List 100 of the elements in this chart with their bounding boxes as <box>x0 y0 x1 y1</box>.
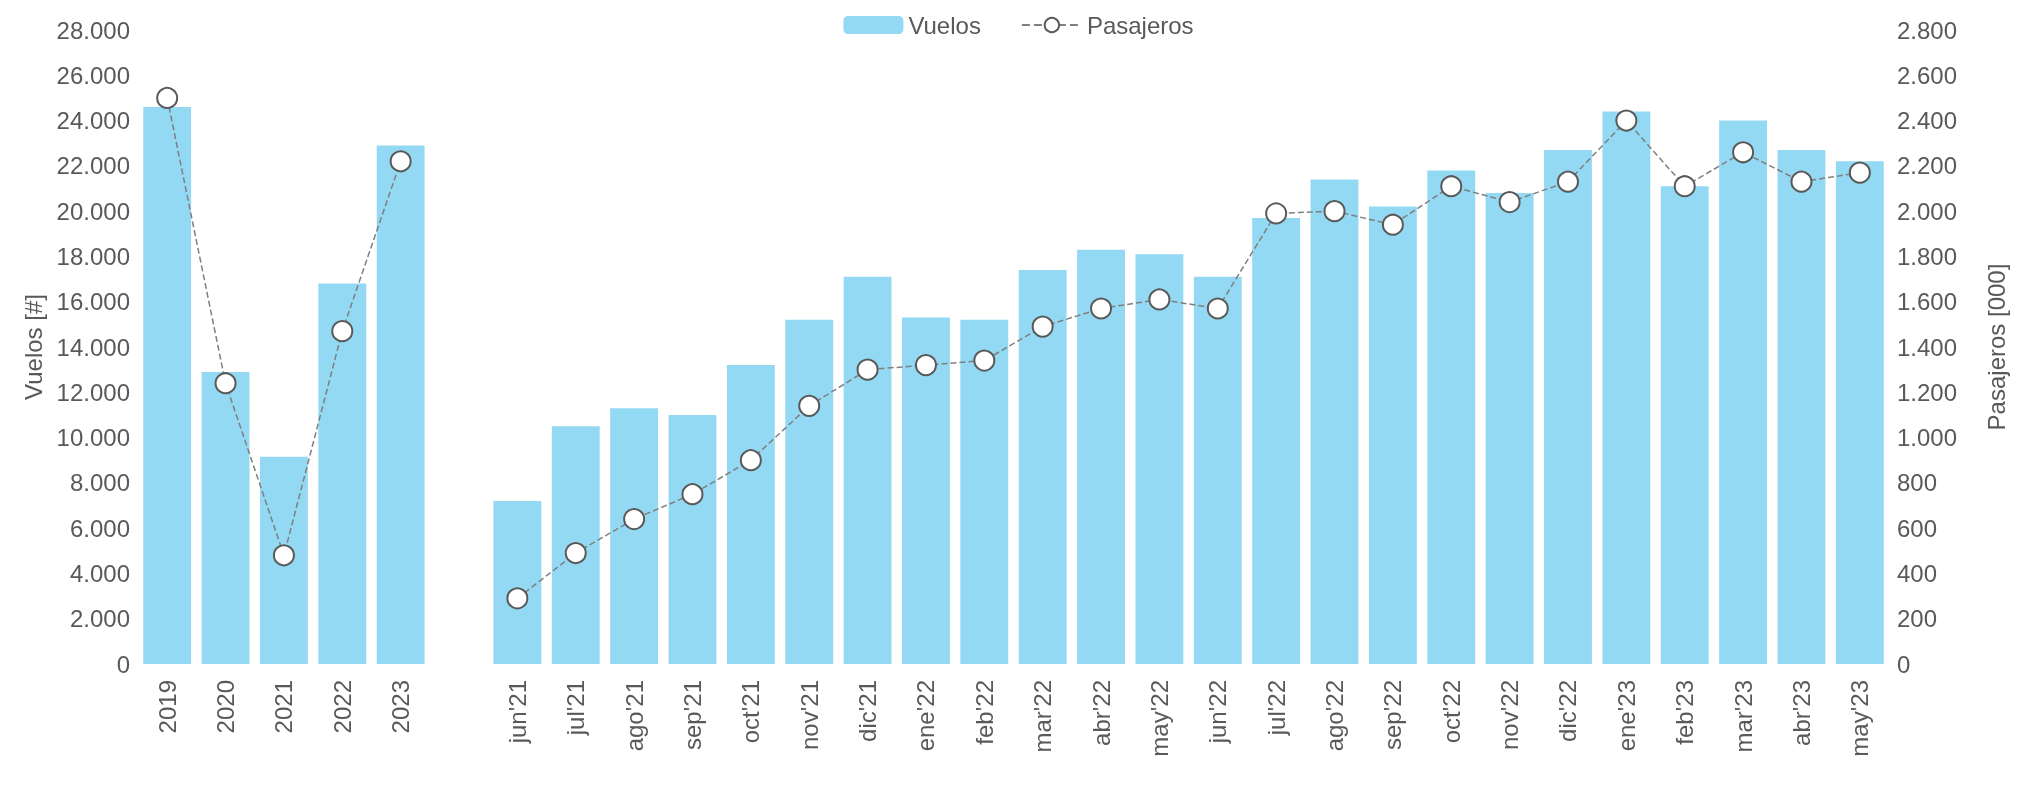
x-tick-label: may'22 <box>1145 680 1173 757</box>
bar <box>1252 217 1301 664</box>
y2-tick-label: 1.800 <box>1897 242 1958 270</box>
bar <box>493 500 542 664</box>
x-tick-label: jun'22 <box>1204 680 1232 745</box>
x-tick-label: feb'23 <box>1671 680 1699 745</box>
bar <box>1018 270 1067 664</box>
bar <box>610 408 659 664</box>
y-tick-label: 16.000 <box>56 288 130 316</box>
y-tick-label: 6.000 <box>69 514 130 542</box>
x-tick-label: nov'22 <box>1496 680 1524 750</box>
y2-tick-label: 2.800 <box>1897 16 1958 44</box>
point <box>1148 288 1171 311</box>
bar <box>726 365 775 664</box>
point <box>1615 109 1638 132</box>
x-tick-label: may'23 <box>1846 680 1874 757</box>
bar <box>1602 111 1651 664</box>
y2-tick-label: 2.000 <box>1897 197 1958 225</box>
y-tick-label: 2.000 <box>69 605 130 633</box>
x-tick-label: jun'21 <box>503 680 531 745</box>
y-tick-label: 12.000 <box>56 378 130 406</box>
legend-label: Pasajeros <box>1086 11 1194 39</box>
x-tick-label: sep'22 <box>1379 680 1407 750</box>
y2-tick-label: 2.400 <box>1897 107 1958 135</box>
point <box>1323 200 1346 223</box>
point <box>973 349 996 372</box>
y-tick-label: 20.000 <box>56 197 130 225</box>
bar <box>1368 206 1417 664</box>
x-tick-label: dic'21 <box>854 680 882 742</box>
point <box>914 354 937 377</box>
bar <box>1544 150 1592 664</box>
point <box>1440 175 1463 198</box>
bar <box>376 145 425 664</box>
point <box>681 483 704 506</box>
bar <box>902 317 950 664</box>
x-tick-label: feb'22 <box>970 680 998 745</box>
legend-label: Vuelos <box>908 11 981 39</box>
y2-tick-label: 2.200 <box>1897 152 1958 180</box>
point <box>331 320 354 343</box>
point <box>389 150 412 173</box>
x-tick-label: ene'23 <box>1612 680 1640 752</box>
y-tick-label: 24.000 <box>56 107 130 135</box>
point <box>1790 170 1813 193</box>
x-tick-label: oct'22 <box>1437 680 1465 744</box>
x-tick-label: abr'23 <box>1787 680 1815 746</box>
x-tick-label: sep'21 <box>678 680 706 750</box>
x-tick-label: 2022 <box>328 680 356 734</box>
x-tick-label: mar'22 <box>1029 680 1057 753</box>
y2-tick-label: 200 <box>1897 605 1938 633</box>
y-tick-label: 14.000 <box>56 333 130 361</box>
y-tick-label: 18.000 <box>56 242 130 270</box>
point <box>214 372 237 395</box>
bar <box>960 319 1009 664</box>
point <box>272 544 295 567</box>
bar <box>1777 150 1826 664</box>
bar <box>785 319 834 664</box>
point <box>623 508 646 531</box>
bar <box>1310 179 1359 664</box>
point <box>1090 297 1113 320</box>
x-tick-label: ago'21 <box>620 680 648 752</box>
x-tick-label: mar'23 <box>1729 680 1757 753</box>
y2-tick-label: 0 <box>1897 650 1911 678</box>
point <box>1031 315 1054 338</box>
x-tick-label: 2020 <box>212 680 240 734</box>
x-tick-label: dic'22 <box>1554 680 1582 742</box>
y2-tick-label: 1.600 <box>1897 288 1958 316</box>
y2-tick-label: 2.600 <box>1897 61 1958 89</box>
y2-tick-label: 1.000 <box>1897 424 1958 452</box>
y-tick-label: 10.000 <box>56 424 130 452</box>
y2-tick-label: 1.200 <box>1897 378 1958 406</box>
bar <box>1077 249 1125 664</box>
bar <box>318 283 367 664</box>
x-tick-label: 2023 <box>387 680 415 734</box>
point <box>739 449 762 472</box>
x-tick-label: jul'21 <box>562 680 590 737</box>
x-tick-label: 2021 <box>270 680 298 734</box>
point <box>506 587 529 610</box>
y2-tick-label: 800 <box>1897 469 1938 497</box>
bar <box>1485 193 1534 664</box>
point <box>1381 213 1404 236</box>
y-tick-label: 0 <box>116 650 130 678</box>
point <box>564 542 587 565</box>
point <box>1848 161 1871 184</box>
x-tick-label: oct'21 <box>737 680 765 744</box>
y-axis-title: Vuelos [#] <box>20 294 48 400</box>
bar <box>668 414 717 664</box>
x-tick-label: abr'22 <box>1087 680 1115 746</box>
y2-tick-label: 600 <box>1897 514 1938 542</box>
bar <box>1719 120 1768 664</box>
y-tick-label: 22.000 <box>56 152 130 180</box>
y-tick-label: 4.000 <box>69 559 130 587</box>
point <box>1732 141 1755 164</box>
point <box>798 394 821 417</box>
bar <box>259 456 308 664</box>
point <box>1673 175 1696 198</box>
x-tick-label: 2019 <box>153 680 181 734</box>
y2-axis-title: Pasajeros [000] <box>1982 263 2010 431</box>
bar <box>1660 186 1709 664</box>
bar <box>551 426 600 664</box>
bar <box>143 106 192 664</box>
